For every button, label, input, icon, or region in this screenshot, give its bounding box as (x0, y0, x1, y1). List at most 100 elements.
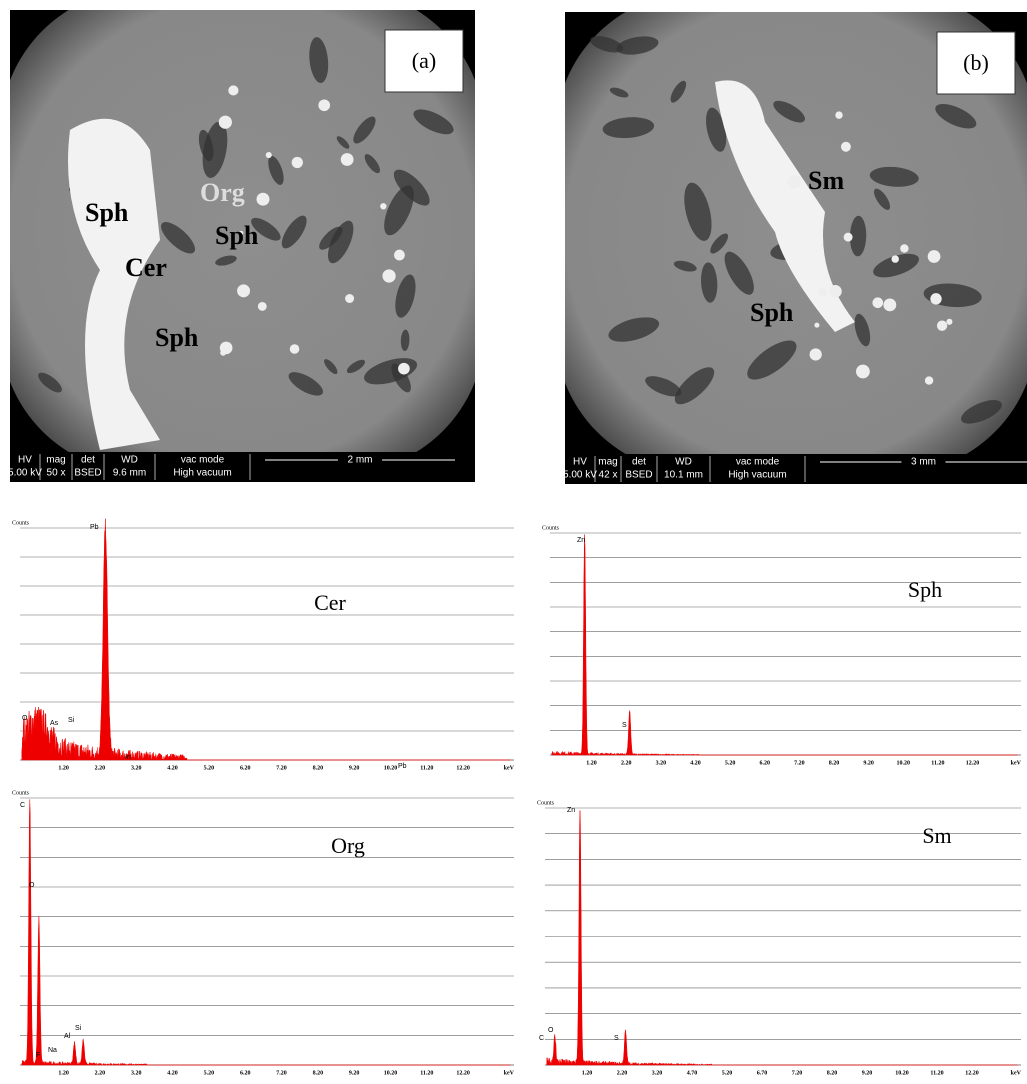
dark-phase (673, 260, 697, 272)
x-tick-label: 12.20 (966, 760, 980, 766)
dark-phase (38, 372, 62, 393)
y-axis-label: Counts (542, 525, 560, 531)
info-value: High vacuum (728, 470, 786, 481)
x-tick-label: 5.20 (725, 760, 736, 766)
info-value: 42 x (599, 470, 618, 481)
phase-name: Cer (314, 590, 346, 615)
bright-speck (930, 293, 942, 305)
x-tick-label: 3.20 (131, 1070, 142, 1076)
bright-speck (856, 364, 870, 379)
element-label: O (29, 882, 35, 889)
x-unit: keV (504, 1070, 515, 1076)
bright-speck (924, 376, 934, 385)
bright-speck (239, 230, 244, 235)
bright-speck (787, 175, 801, 189)
element-label: Si (68, 717, 75, 724)
bright-speck (218, 115, 232, 129)
bright-speck (265, 152, 272, 159)
dark-phase (346, 359, 366, 374)
x-tick-label: 4.20 (167, 1070, 178, 1076)
bright-speck (382, 269, 396, 283)
element-label: Na (48, 1047, 57, 1054)
bright-speck (398, 362, 410, 375)
dark-phase (602, 117, 655, 139)
dark-phase (364, 154, 380, 174)
phase-name: Sm (922, 823, 951, 848)
x-tick-label: 3.20 (131, 765, 142, 771)
x-tick-label: 10.20 (384, 1070, 398, 1076)
dark-phase (384, 185, 414, 236)
bright-speck (219, 341, 233, 355)
x-tick-label: 9.20 (349, 765, 360, 771)
x-tick-label: 1.20 (58, 765, 69, 771)
phase-name: Org (331, 833, 365, 858)
element-label: O (548, 1027, 554, 1034)
element-label: In (125, 754, 131, 761)
info-header: HV (18, 455, 32, 466)
dark-phase (724, 251, 754, 295)
y-axis-label: Counts (537, 800, 555, 806)
scale-label: 3 mm (911, 457, 936, 468)
x-tick-label: 10.20 (895, 1070, 909, 1076)
panel-label: (a) (412, 48, 436, 73)
x-tick-label: 12.20 (456, 1070, 470, 1076)
info-bar (565, 454, 1027, 484)
dark-phase (935, 104, 977, 129)
element-label: O (22, 715, 28, 722)
scale-text-bg (338, 454, 382, 466)
info-header: mag (46, 455, 65, 466)
dark-phase (873, 253, 919, 278)
x-tick-label: 4.70 (687, 1070, 698, 1076)
dark-phase (670, 80, 687, 103)
dark-phase (773, 100, 806, 123)
bright-speck (289, 344, 300, 354)
bright-speck (291, 156, 303, 169)
x-tick-label: 6.20 (759, 760, 770, 766)
phase-label: Sph (750, 298, 794, 327)
dark-phase (674, 367, 715, 405)
element-label: F (36, 1052, 40, 1059)
bright-speck (237, 284, 251, 298)
dark-phase (706, 107, 727, 152)
y-axis-label: Counts (12, 790, 30, 796)
dark-phase (400, 329, 410, 352)
dark-phase (336, 136, 350, 149)
info-value: 9.6 mm (113, 468, 146, 479)
scale-label: 2 mm (348, 455, 373, 466)
info-value: High vacuum (173, 468, 231, 479)
x-tick-label: 6.70 (757, 1070, 768, 1076)
x-tick-label: 9.20 (349, 1070, 360, 1076)
x-tick-label: 8.20 (829, 760, 840, 766)
bright-speck (394, 249, 405, 261)
info-bar (10, 452, 475, 482)
x-tick-label: 8.20 (827, 1070, 838, 1076)
bright-speck (872, 297, 884, 309)
x-tick-label: 5.20 (204, 765, 215, 771)
dark-phase (324, 359, 338, 375)
spectrum-trace (21, 518, 511, 761)
dark-phase (393, 169, 430, 206)
x-tick-label: 8.20 (313, 765, 324, 771)
x-tick-label: 7.20 (276, 765, 287, 771)
element-label: Si (75, 1025, 82, 1032)
dark-phase (854, 313, 871, 347)
bright-speck (883, 298, 897, 312)
scale-text-bg (901, 456, 946, 468)
x-tick-label: 3.20 (652, 1070, 663, 1076)
bright-speck (809, 348, 822, 361)
panel-label: (b) (963, 50, 989, 75)
dark-phase (215, 255, 237, 266)
element-label: Zn (567, 807, 575, 814)
x-unit: keV (504, 765, 515, 771)
spectrum: Counts 1.20 2.20 3.20 4.20 5.20 6.20 7.20 8.20 9.… (542, 525, 1022, 766)
bright-phase (68, 118, 160, 450)
element-label: Pb (398, 763, 407, 770)
sem-image: (a) Org Sph Sph Cer Sph HV 5.00 kV mag 50 x det BSE… (8, 10, 475, 482)
info-header: vac mode (736, 457, 780, 468)
element-label: S (614, 1035, 619, 1042)
info-header: mag (598, 457, 617, 468)
x-tick-label: 7.20 (276, 1070, 287, 1076)
x-tick-label: 2.20 (617, 1070, 628, 1076)
